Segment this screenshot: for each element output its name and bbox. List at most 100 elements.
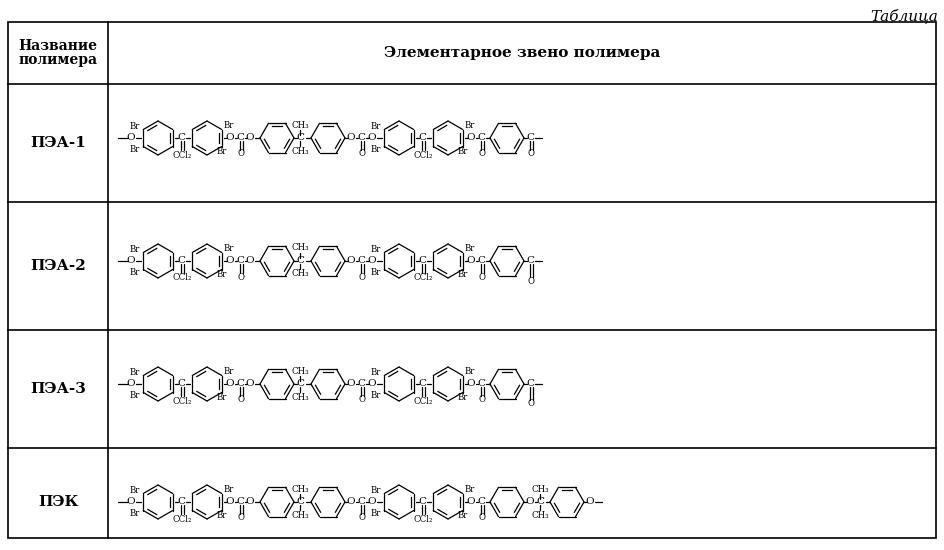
Text: C: C [236, 497, 244, 506]
Text: Таблица: Таблица [870, 8, 938, 23]
Text: C: C [477, 497, 485, 506]
Text: Br: Br [371, 145, 381, 154]
Text: полимера: полимера [19, 53, 97, 67]
Text: O: O [126, 256, 135, 265]
Text: CCl₂: CCl₂ [413, 151, 433, 160]
Text: O: O [367, 133, 377, 142]
Text: O: O [245, 379, 254, 388]
Text: C: C [418, 497, 426, 506]
Text: C: C [177, 497, 185, 506]
Text: C: C [526, 256, 534, 265]
Text: Br: Br [458, 147, 468, 156]
Text: O: O [238, 272, 244, 282]
Text: C: C [296, 379, 304, 388]
Text: CH₃: CH₃ [291, 510, 309, 520]
Text: O: O [526, 497, 534, 506]
Text: Br: Br [464, 485, 475, 494]
Text: Br: Br [464, 121, 475, 130]
Text: Br: Br [371, 268, 381, 277]
Text: CCl₂: CCl₂ [173, 514, 193, 524]
Text: Br: Br [224, 367, 234, 376]
Text: O: O [226, 256, 234, 265]
Text: C: C [296, 133, 304, 142]
Text: O: O [245, 133, 254, 142]
Text: C: C [526, 133, 534, 142]
Text: Br: Br [130, 268, 141, 277]
Text: Br: Br [130, 245, 141, 254]
Text: Br: Br [458, 270, 468, 279]
Text: Br: Br [130, 509, 141, 518]
Text: Br: Br [371, 368, 381, 377]
Text: CCl₂: CCl₂ [173, 151, 193, 160]
Text: C: C [177, 379, 185, 388]
Text: Br: Br [458, 393, 468, 402]
Text: O: O [346, 379, 355, 388]
Text: O: O [479, 395, 485, 404]
Text: O: O [126, 379, 135, 388]
Text: O: O [126, 497, 135, 506]
Text: CH₃: CH₃ [531, 485, 548, 493]
Text: O: O [367, 497, 377, 506]
Text: CH₃: CH₃ [291, 393, 309, 402]
Text: C: C [236, 133, 244, 142]
Text: O: O [466, 379, 476, 388]
Text: C: C [536, 497, 544, 506]
Text: O: O [359, 514, 365, 522]
Text: O: O [528, 399, 534, 409]
Text: C: C [418, 379, 426, 388]
Text: C: C [357, 497, 365, 506]
Text: O: O [528, 150, 534, 158]
Text: CH₃: CH₃ [291, 120, 309, 129]
Text: Br: Br [216, 393, 227, 402]
Text: Br: Br [458, 511, 468, 520]
Text: CH₃: CH₃ [291, 270, 309, 278]
Text: Br: Br [130, 368, 141, 377]
Text: Br: Br [130, 122, 141, 131]
Text: Br: Br [224, 485, 234, 494]
Text: O: O [346, 256, 355, 265]
Text: Br: Br [464, 367, 475, 376]
Text: O: O [585, 497, 595, 506]
Text: O: O [479, 514, 485, 522]
Text: O: O [238, 150, 244, 158]
Text: O: O [238, 395, 244, 404]
Text: O: O [346, 497, 355, 506]
Text: O: O [367, 379, 377, 388]
Text: O: O [466, 256, 476, 265]
Text: C: C [477, 379, 485, 388]
Text: O: O [367, 256, 377, 265]
Text: Элементарное звено полимера: Элементарное звено полимера [384, 46, 660, 60]
Text: CH₃: CH₃ [291, 366, 309, 376]
Text: ПЭК: ПЭК [38, 495, 78, 509]
Text: Название: Название [19, 39, 97, 53]
Text: O: O [245, 497, 254, 506]
Text: O: O [359, 272, 365, 282]
Text: C: C [236, 379, 244, 388]
Text: C: C [357, 379, 365, 388]
Text: O: O [226, 379, 234, 388]
Text: C: C [296, 497, 304, 506]
Text: Br: Br [371, 122, 381, 131]
Text: C: C [177, 256, 185, 265]
Text: Br: Br [224, 121, 234, 130]
Text: C: C [357, 256, 365, 265]
Text: O: O [346, 133, 355, 142]
Text: ПЭА-3: ПЭА-3 [30, 382, 86, 396]
Text: CH₃: CH₃ [291, 146, 309, 156]
Text: Br: Br [371, 509, 381, 518]
Text: Br: Br [130, 145, 141, 154]
Text: O: O [479, 272, 485, 282]
Text: Br: Br [216, 511, 227, 520]
Text: Br: Br [216, 147, 227, 156]
Text: O: O [466, 133, 476, 142]
Text: O: O [226, 133, 234, 142]
Text: CCl₂: CCl₂ [413, 273, 433, 283]
Text: CH₃: CH₃ [531, 510, 548, 520]
Text: C: C [296, 256, 304, 265]
Text: C: C [477, 133, 485, 142]
Text: ПЭА-1: ПЭА-1 [30, 136, 86, 150]
Text: Br: Br [130, 486, 141, 495]
Text: O: O [479, 150, 485, 158]
Text: Br: Br [371, 245, 381, 254]
Text: C: C [418, 133, 426, 142]
